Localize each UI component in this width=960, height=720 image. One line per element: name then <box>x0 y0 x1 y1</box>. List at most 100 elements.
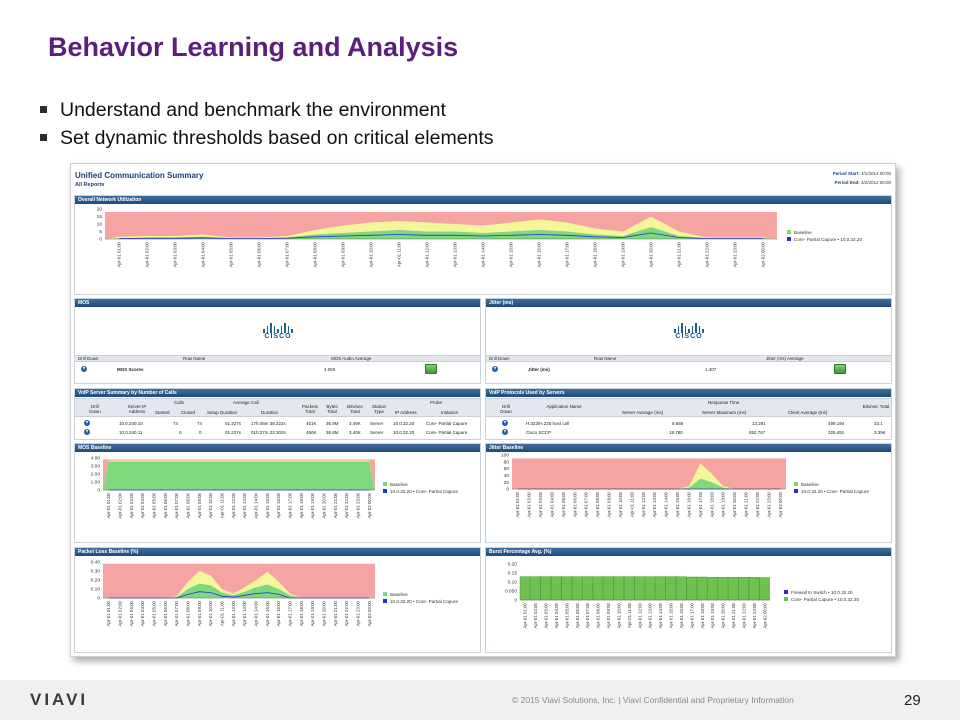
bar <box>551 576 562 601</box>
x-tick-label: Apr-01 09:00 <box>197 492 202 518</box>
x-tick-label: Apr-02 00:00 <box>778 491 783 517</box>
cell-client-average: 499.194 <box>828 421 845 426</box>
bullet-text: Set dynamic thresholds based on critical… <box>60 127 494 149</box>
x-tick-label: Apr-01 23:00 <box>752 602 757 628</box>
x-tick-label: Apr-01 02:00 <box>145 241 150 267</box>
column-header[interactable]: Duration <box>261 410 279 415</box>
status-indicator-icon <box>425 364 437 374</box>
jitter-panel: Jitter (ms) CISCO Drill Down Row Name Ji… <box>485 298 892 384</box>
x-tick-label: Apr-01 07:00 <box>585 602 590 628</box>
column-header[interactable]: IP Address <box>395 410 417 415</box>
x-tick-label: Apr-01 21:00 <box>731 602 736 628</box>
bar <box>707 577 718 601</box>
network-utilization-chart: 2015 105 0 Apr-01 01:00 Apr-01 02:00 Apr-01 0… <box>97 207 863 268</box>
period-start-label: Period Start: <box>832 171 860 176</box>
x-tick-label: Apr-01 10:00 <box>369 241 374 267</box>
column-header[interactable]: Drill Down <box>500 404 512 414</box>
packet-loss-panel: Packet Loss Baseline (%) 0.40 0.30 0.20 0.1… <box>74 547 481 653</box>
column-header[interactable]: Bytes Total <box>326 404 338 414</box>
column-header[interactable]: Jitter (ms) Average <box>766 356 804 361</box>
drill-down-icon[interactable] <box>84 429 90 435</box>
column-header[interactable]: Drill Down <box>78 356 99 361</box>
x-tick-label: Apr-01 12:00 <box>637 602 642 628</box>
column-header[interactable]: Drill Down <box>89 404 101 414</box>
cell-started: 74 <box>173 421 179 426</box>
bar <box>592 576 604 601</box>
logo-wordmark: VIAVI <box>30 691 88 707</box>
cell-station-type: Server <box>370 421 384 426</box>
cell-server-average: 9.666 <box>672 421 684 426</box>
x-tick-label: Apr-01 21:00 <box>333 600 338 626</box>
y-tick-label: 0.40 <box>91 560 101 566</box>
drill-down-icon[interactable] <box>492 366 498 372</box>
column-header[interactable]: Station Type <box>371 404 386 414</box>
drill-down-icon[interactable] <box>502 429 508 435</box>
column-header[interactable]: Server Maximum (ms) <box>702 410 747 415</box>
x-tick-label: Apr-01 06:00 <box>575 602 580 628</box>
voip-server-panel: VoIP Server Summary by Number of Calls C… <box>74 388 481 440</box>
x-tick-label: Apr-01 06:00 <box>257 241 262 267</box>
cell-bits-sec: 3.39K <box>874 430 886 435</box>
column-header[interactable]: Bits/sec Total <box>347 404 363 414</box>
column-header[interactable]: Client Average (ms) <box>788 410 828 415</box>
baseline-area <box>103 583 375 598</box>
report-subtitle[interactable]: All Reports <box>75 182 105 188</box>
x-tick-label: Apr-01 03:00 <box>173 241 178 267</box>
x-tick-label: Apr-01 10:00 <box>208 600 213 626</box>
period-start-value: 4/1/2012 00:00 <box>860 171 891 176</box>
cell-bytes: 36.9M <box>326 421 339 426</box>
y-tick-label: 80 <box>504 459 510 465</box>
mos-baseline-chart: 4.00 3.00 2.00 1.00 0 Apr-01 01:00 Apr-01 02:0… <box>91 456 459 519</box>
table-header: Response Time Drill Down Application Nam… <box>486 398 891 417</box>
column-header[interactable]: Application Name <box>546 404 582 409</box>
bar <box>655 576 666 601</box>
bar <box>571 576 583 601</box>
x-tick-label: Apr-01 09:00 <box>606 602 611 628</box>
bullet-item: Set dynamic thresholds based on critical… <box>40 124 494 152</box>
legend-swatch <box>794 489 798 493</box>
y-tick-label: 3.00 <box>91 464 101 470</box>
x-tick-label: Apr-01 03:00 <box>129 600 134 626</box>
drill-down-icon[interactable] <box>81 366 87 372</box>
drill-down-icon[interactable] <box>502 420 508 426</box>
x-tick-label: Apr-01 16:00 <box>276 492 281 518</box>
drill-down-icon[interactable] <box>84 420 90 426</box>
x-tick-label: Apr-01 14:00 <box>664 491 669 517</box>
x-tick-label: Apr-01 10:00 <box>618 491 623 517</box>
period-end-label: Period End: <box>834 180 860 185</box>
legend-swatch <box>383 592 387 596</box>
column-header[interactable]: Server Average (ms) <box>622 410 664 415</box>
bar <box>519 576 531 601</box>
column-header[interactable]: Closed <box>181 410 196 415</box>
x-tick-label: Apr-01 14:00 <box>254 600 259 626</box>
cell-server-ip: 10.0.240.11 <box>119 430 143 435</box>
x-tick-label: Apr-01 17:00 <box>288 492 293 518</box>
column-header[interactable]: Packets Total <box>301 404 318 414</box>
baseline-area <box>512 478 786 489</box>
y-tick-label: 5 <box>99 229 102 235</box>
column-header[interactable]: Row Name <box>183 356 206 361</box>
x-tick-label: Apr-01 05:00 <box>152 600 157 626</box>
column-header[interactable]: Server IP Address <box>127 404 147 414</box>
column-header[interactable]: Row Name <box>594 356 617 361</box>
column-header[interactable]: Setup Duration <box>207 410 238 415</box>
bar <box>665 576 677 601</box>
mid-band-area <box>512 463 786 489</box>
column-header[interactable]: Drill Down <box>489 356 510 361</box>
cell-duration: 01h:27m 22.302s <box>251 430 286 435</box>
column-header[interactable]: Started <box>155 410 170 415</box>
x-tick-label: Apr-01 20:00 <box>322 600 327 626</box>
x-tick-label: Apr-01 06:00 <box>163 600 168 626</box>
x-tick-label: Apr-01 12:00 <box>425 241 430 267</box>
y-tick-label: 10 <box>97 222 103 228</box>
column-header[interactable]: MOS Audio Average <box>331 356 372 361</box>
bar <box>676 576 687 601</box>
bar <box>696 576 708 601</box>
column-header[interactable]: Instance <box>441 410 459 415</box>
panel-header: Packet Loss Baseline (%) <box>75 548 480 556</box>
row-name: MOS Scores <box>117 367 144 372</box>
bar <box>634 576 645 601</box>
x-tick-label: Apr-01 21:00 <box>333 492 338 518</box>
x-tick-label: Apr-01 01:00 <box>106 492 111 518</box>
column-header[interactable]: Bits/sec Total <box>862 404 890 409</box>
